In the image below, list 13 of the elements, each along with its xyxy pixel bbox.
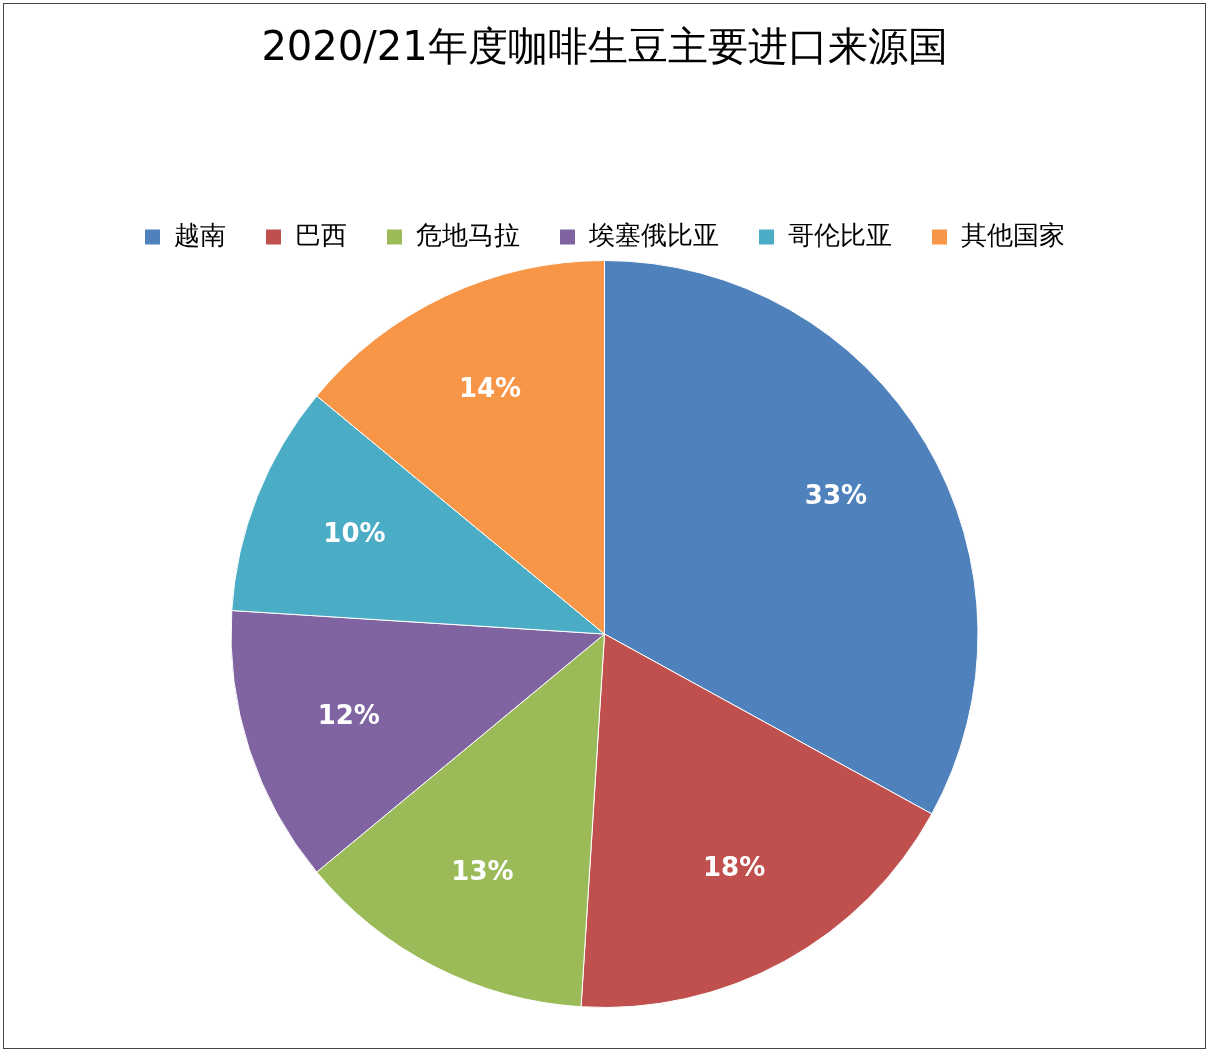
legend-label: 哥伦比亚 [787,219,892,250]
legend-label: 巴西 [294,219,347,250]
data-label: 14% [458,373,522,404]
data-label: 13% [451,856,514,887]
data-label: 10% [323,517,386,548]
data-label: 33% [804,479,868,510]
legend-label: 越南 [173,219,226,250]
legend-label: 埃塞俄比亚 [587,219,719,250]
chart-title: 2020/21年度咖啡生豆主要进口来源国 [261,23,948,70]
legend-label: 其他国家 [960,219,1065,250]
data-label: 12% [317,699,380,730]
legend-label: 危地马拉 [415,219,520,250]
data-label: 18% [702,852,766,883]
